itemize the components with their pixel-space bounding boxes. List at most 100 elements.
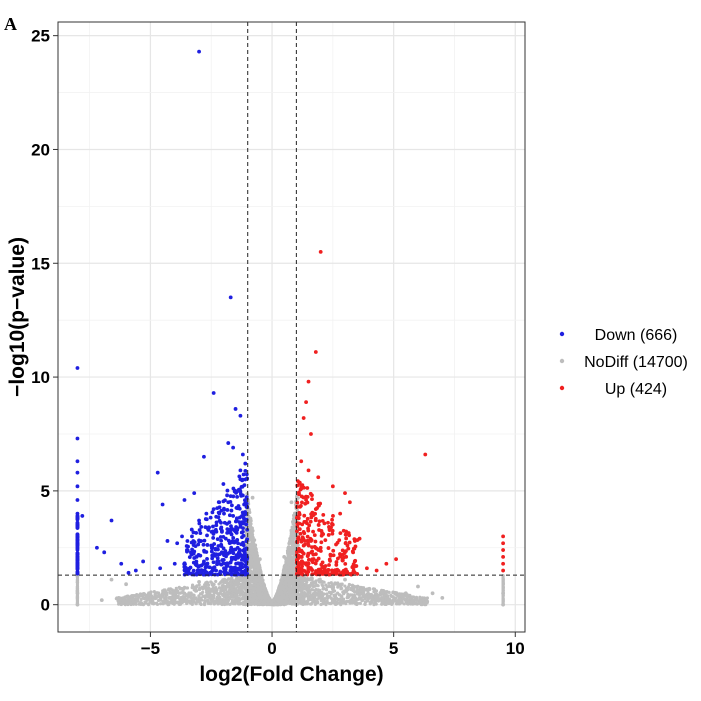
down-point bbox=[229, 555, 234, 560]
up-point bbox=[501, 548, 506, 552]
nodiff-point bbox=[228, 579, 233, 584]
nodiff-point bbox=[200, 585, 204, 589]
nodiff-point bbox=[425, 597, 429, 601]
nodiff-point bbox=[501, 585, 505, 589]
nodiff-point bbox=[265, 595, 270, 600]
nodiff-point bbox=[230, 601, 234, 605]
nodiff-point bbox=[354, 585, 358, 589]
nodiff-point bbox=[175, 600, 179, 605]
nodiff-point bbox=[251, 542, 255, 546]
up-point bbox=[331, 514, 335, 518]
nodiff-point bbox=[257, 560, 261, 564]
down-point bbox=[225, 493, 229, 498]
nodiff-point bbox=[250, 536, 254, 540]
nodiff-point bbox=[291, 598, 295, 602]
nodiff-point bbox=[370, 593, 374, 597]
nodiff-point bbox=[419, 602, 423, 607]
nodiff-point bbox=[250, 495, 255, 500]
nodiff-point bbox=[252, 555, 257, 559]
nodiff-point bbox=[425, 601, 429, 605]
up-point bbox=[501, 568, 506, 573]
nodiff-point bbox=[251, 598, 256, 602]
down-point bbox=[216, 515, 221, 520]
up-point bbox=[338, 511, 343, 516]
nodiff-point bbox=[248, 543, 253, 547]
down-point bbox=[182, 498, 187, 502]
nodiff-point bbox=[282, 554, 287, 559]
down-point bbox=[201, 562, 206, 566]
nodiff-point bbox=[207, 586, 211, 590]
down-point bbox=[119, 561, 124, 566]
nodiff-point bbox=[289, 569, 293, 573]
nodiff-point bbox=[384, 602, 388, 607]
nodiff-point bbox=[249, 533, 253, 537]
nodiff-point bbox=[288, 552, 292, 556]
nodiff-point bbox=[310, 594, 314, 599]
nodiff-point bbox=[248, 559, 252, 563]
nodiff-point bbox=[248, 596, 252, 601]
nodiff-point bbox=[358, 601, 362, 606]
down-point bbox=[215, 556, 220, 561]
up-point bbox=[343, 561, 348, 566]
nodiff-point bbox=[187, 591, 191, 595]
up-point bbox=[307, 523, 312, 528]
nodiff-point bbox=[339, 587, 343, 591]
nodiff-point bbox=[252, 595, 256, 600]
nodiff-point bbox=[380, 588, 384, 592]
nodiff-point bbox=[194, 589, 198, 593]
nodiff-point bbox=[99, 598, 104, 603]
nodiff-point bbox=[242, 578, 247, 583]
up-point bbox=[354, 564, 359, 568]
nodiff-point bbox=[284, 581, 288, 585]
nodiff-point bbox=[287, 556, 291, 560]
nodiff-point bbox=[280, 577, 284, 581]
down-point bbox=[215, 506, 220, 510]
down-point bbox=[231, 551, 236, 556]
nodiff-point bbox=[179, 596, 184, 600]
down-point bbox=[75, 566, 80, 571]
nodiff-point bbox=[286, 545, 291, 549]
down-point bbox=[203, 525, 208, 530]
up-point bbox=[326, 520, 330, 525]
down-point bbox=[220, 558, 225, 562]
nodiff-point bbox=[324, 599, 329, 603]
down-point bbox=[238, 522, 243, 527]
nodiff-point bbox=[225, 579, 229, 583]
nodiff-point bbox=[357, 593, 362, 597]
down-point bbox=[236, 552, 241, 557]
nodiff-point bbox=[322, 592, 326, 596]
nodiff-point bbox=[301, 602, 305, 606]
down-point bbox=[75, 484, 80, 489]
nodiff-point bbox=[343, 577, 347, 582]
nodiff-point bbox=[230, 576, 234, 580]
nodiff-point bbox=[314, 600, 318, 605]
nodiff-point bbox=[309, 581, 314, 585]
nodiff-point bbox=[343, 584, 347, 588]
down-point bbox=[201, 542, 206, 547]
nodiff-point bbox=[289, 537, 293, 541]
nodiff-point bbox=[347, 593, 352, 598]
down-point bbox=[208, 570, 213, 575]
down-point bbox=[225, 508, 230, 512]
down-point bbox=[80, 514, 85, 518]
nodiff-point bbox=[144, 593, 148, 597]
nodiff-point bbox=[223, 592, 228, 596]
down-point bbox=[212, 565, 217, 570]
down-point bbox=[211, 507, 216, 511]
up-point bbox=[423, 452, 428, 457]
down-point bbox=[210, 510, 215, 515]
nodiff-point bbox=[238, 593, 242, 597]
nodiff-point bbox=[333, 594, 337, 599]
nodiff-point bbox=[260, 580, 265, 584]
down-point bbox=[238, 413, 243, 418]
down-point bbox=[239, 493, 244, 498]
nodiff-point bbox=[287, 587, 291, 591]
nodiff-point bbox=[255, 600, 259, 604]
down-point bbox=[180, 534, 184, 539]
down-point bbox=[231, 514, 236, 518]
nodiff-point bbox=[324, 588, 329, 592]
down-point bbox=[75, 538, 80, 542]
nodiff-point bbox=[259, 583, 263, 587]
nodiff-point bbox=[295, 599, 299, 604]
